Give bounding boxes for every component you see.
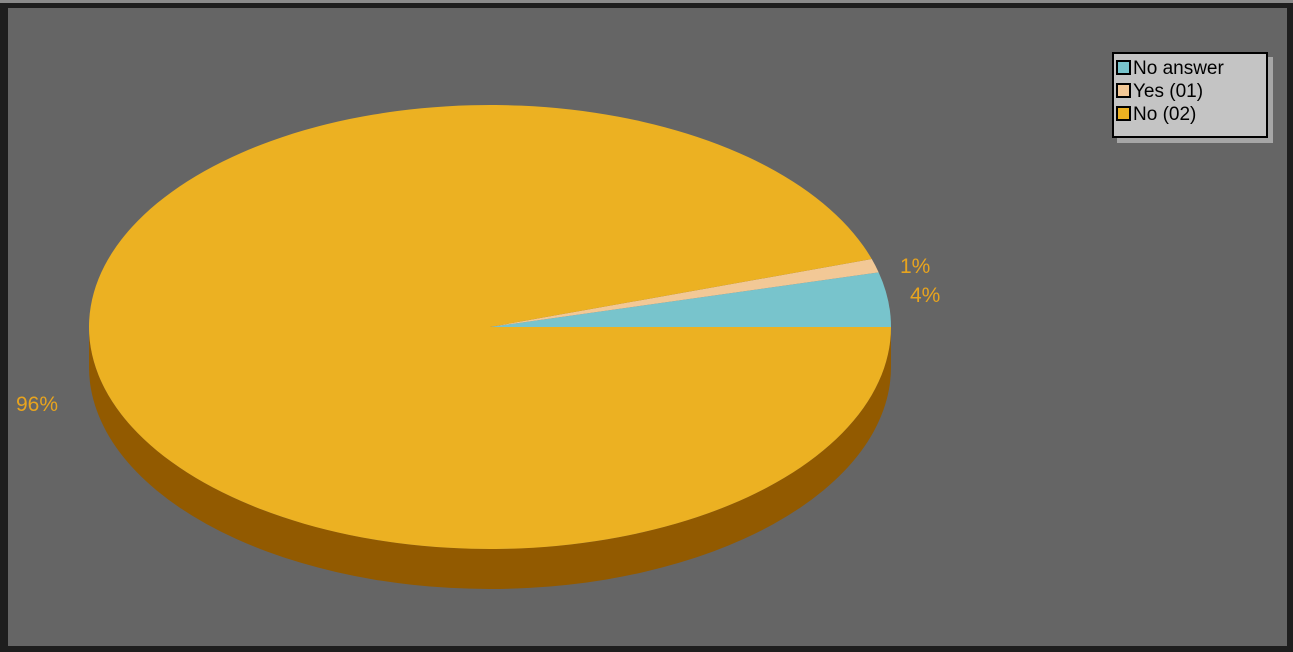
- legend-swatch-no-02: [1116, 106, 1131, 121]
- legend-swatch-yes-01: [1116, 83, 1131, 98]
- legend-label-no-answer: No answer: [1133, 58, 1224, 79]
- legend-item-no-02: No (02): [1116, 103, 1266, 126]
- pie-side-group: [89, 327, 891, 589]
- pie-slice-no-answer: [490, 272, 891, 327]
- legend-item-no-answer: No answer: [1116, 57, 1266, 80]
- legend-swatch-no-answer: [1116, 60, 1131, 75]
- slice-label-no-answer: 4%: [910, 284, 940, 307]
- pie-slices-group: [89, 105, 891, 550]
- pie-slice-yes-01: [490, 259, 879, 327]
- slice-label-no-02: 96%: [16, 393, 58, 416]
- pie-side-wall: [89, 327, 891, 589]
- top-edge-strip: [0, 0, 1293, 3]
- slice-label-yes-01: 1%: [900, 255, 930, 278]
- legend-label-no-02: No (02): [1133, 104, 1197, 125]
- legend-item-yes-01: Yes (01): [1116, 80, 1266, 103]
- legend-label-yes-01: Yes (01): [1133, 81, 1204, 102]
- pie-slice-no-02: [89, 105, 891, 550]
- chart-legend: No answer Yes (01) No (02): [1112, 52, 1268, 138]
